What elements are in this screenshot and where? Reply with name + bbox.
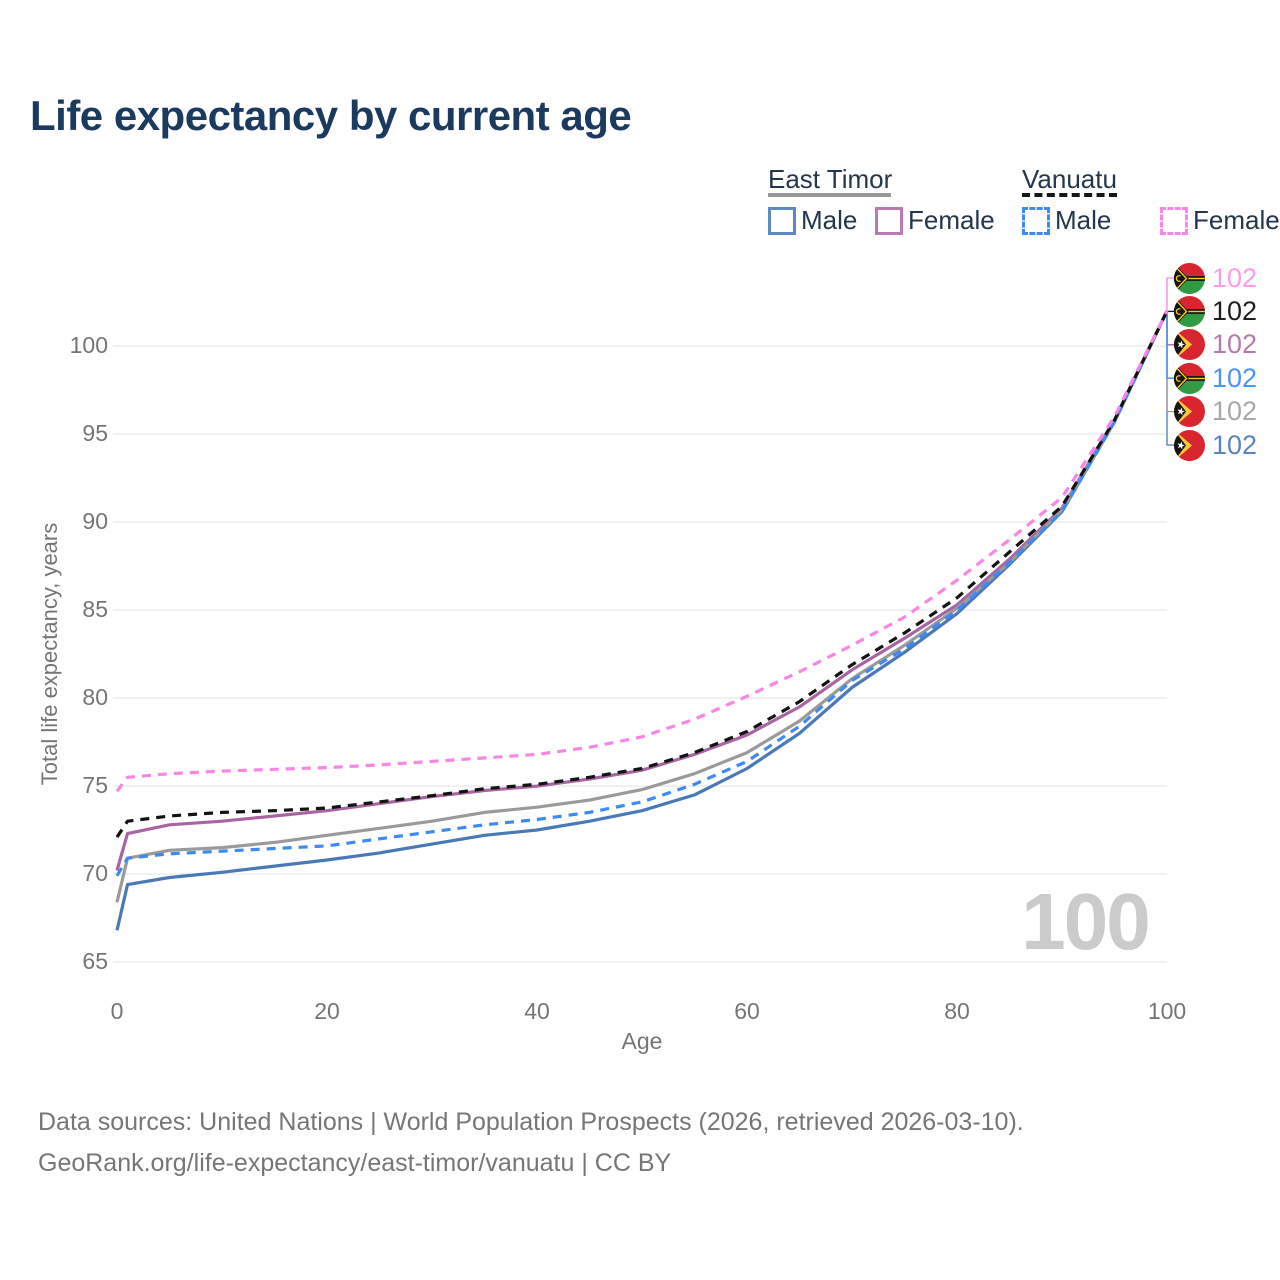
x-tick-40: 40	[524, 998, 550, 1024]
series-line-vanuatu-female[interactable]	[115, 310, 1169, 793]
legend-underline-vanuatu	[1022, 193, 1117, 197]
legend-label-east-timor-female[interactable]: Female	[908, 205, 995, 235]
east-timor-flag-icon	[1174, 329, 1205, 361]
legend-swatch-vanuatu-female[interactable]	[1160, 207, 1188, 235]
end-label-value-east-timor-total: 102	[1212, 396, 1258, 427]
end-label-connector-east-timor-total	[1166, 311, 1174, 413]
legend-label-east-timor-male[interactable]: Male	[801, 205, 858, 235]
x-tick-0: 0	[110, 998, 124, 1024]
page-title: Life expectancy by current age	[30, 92, 632, 139]
y-tick-85: 85	[82, 596, 108, 623]
end-label-row-vanuatu-female[interactable]: 102	[1174, 262, 1257, 294]
attribution-note: GeoRank.org/life-expectancy/east-timor/v…	[38, 1149, 672, 1177]
end-label-value-vanuatu-total: 102	[1212, 295, 1258, 326]
legend-group-vanuatu[interactable]: Vanuatu	[1022, 164, 1117, 194]
y-tick-70: 70	[82, 860, 108, 887]
y-tick-100: 100	[69, 332, 108, 359]
series-line-vanuatu-total[interactable]	[115, 310, 1169, 838]
y-tick-90: 90	[82, 508, 108, 535]
series-line-east-timor-male[interactable]	[115, 310, 1169, 931]
vanuatu-flag-icon	[1174, 295, 1205, 327]
legend-swatch-vanuatu-male[interactable]	[1022, 207, 1050, 235]
end-label-value-east-timor-female: 102	[1212, 329, 1258, 360]
x-tick-80: 80	[944, 998, 970, 1024]
data-sources-note: Data sources: United Nations | World Pop…	[38, 1108, 1024, 1136]
series-line-east-timor-female[interactable]	[115, 310, 1169, 871]
end-label-row-vanuatu-male[interactable]: 102	[1174, 362, 1257, 394]
legend-label-vanuatu-female[interactable]: Female	[1193, 205, 1280, 235]
end-label-row-east-timor-female[interactable]: 102	[1174, 329, 1257, 361]
series-line-east-timor-total[interactable]	[115, 310, 1169, 903]
x-tick-100: 100	[1147, 998, 1187, 1024]
east-timor-flag-icon	[1174, 396, 1205, 428]
y-tick-80: 80	[82, 684, 108, 711]
end-label-connector-east-timor-female	[1166, 311, 1174, 346]
end-label-row-vanuatu-total[interactable]: 102	[1174, 295, 1257, 327]
y-tick-75: 75	[82, 772, 108, 799]
end-label-connector-vanuatu-male	[1166, 311, 1174, 379]
legend-label-vanuatu-male[interactable]: Male	[1055, 205, 1112, 235]
legend-underline-east-timor	[768, 193, 891, 197]
hover-x-value: 100	[1021, 877, 1150, 966]
vanuatu-flag-icon	[1174, 362, 1205, 394]
end-label-value-vanuatu-female: 102	[1212, 262, 1258, 293]
end-label-row-east-timor-total[interactable]: 102	[1174, 396, 1257, 428]
vanuatu-flag-icon	[1174, 262, 1205, 294]
x-axis-title: Age	[621, 1028, 663, 1054]
x-tick-60: 60	[734, 998, 760, 1024]
x-tick-20: 20	[314, 998, 340, 1024]
legend-swatch-east-timor-male[interactable]	[768, 207, 796, 235]
y-tick-65: 65	[82, 948, 108, 974]
end-label-value-east-timor-male: 102	[1212, 429, 1258, 460]
end-label-row-east-timor-male[interactable]: 102	[1174, 429, 1257, 461]
legend-swatch-east-timor-female[interactable]	[875, 207, 903, 235]
end-label-connector-vanuatu-female	[1166, 277, 1174, 311]
east-timor-flag-icon	[1174, 429, 1205, 461]
legend-group-east-timor[interactable]: East Timor	[768, 164, 893, 194]
series-line-vanuatu-male[interactable]	[115, 310, 1169, 877]
end-label-value-vanuatu-male: 102	[1212, 362, 1258, 393]
y-tick-95: 95	[82, 420, 108, 447]
